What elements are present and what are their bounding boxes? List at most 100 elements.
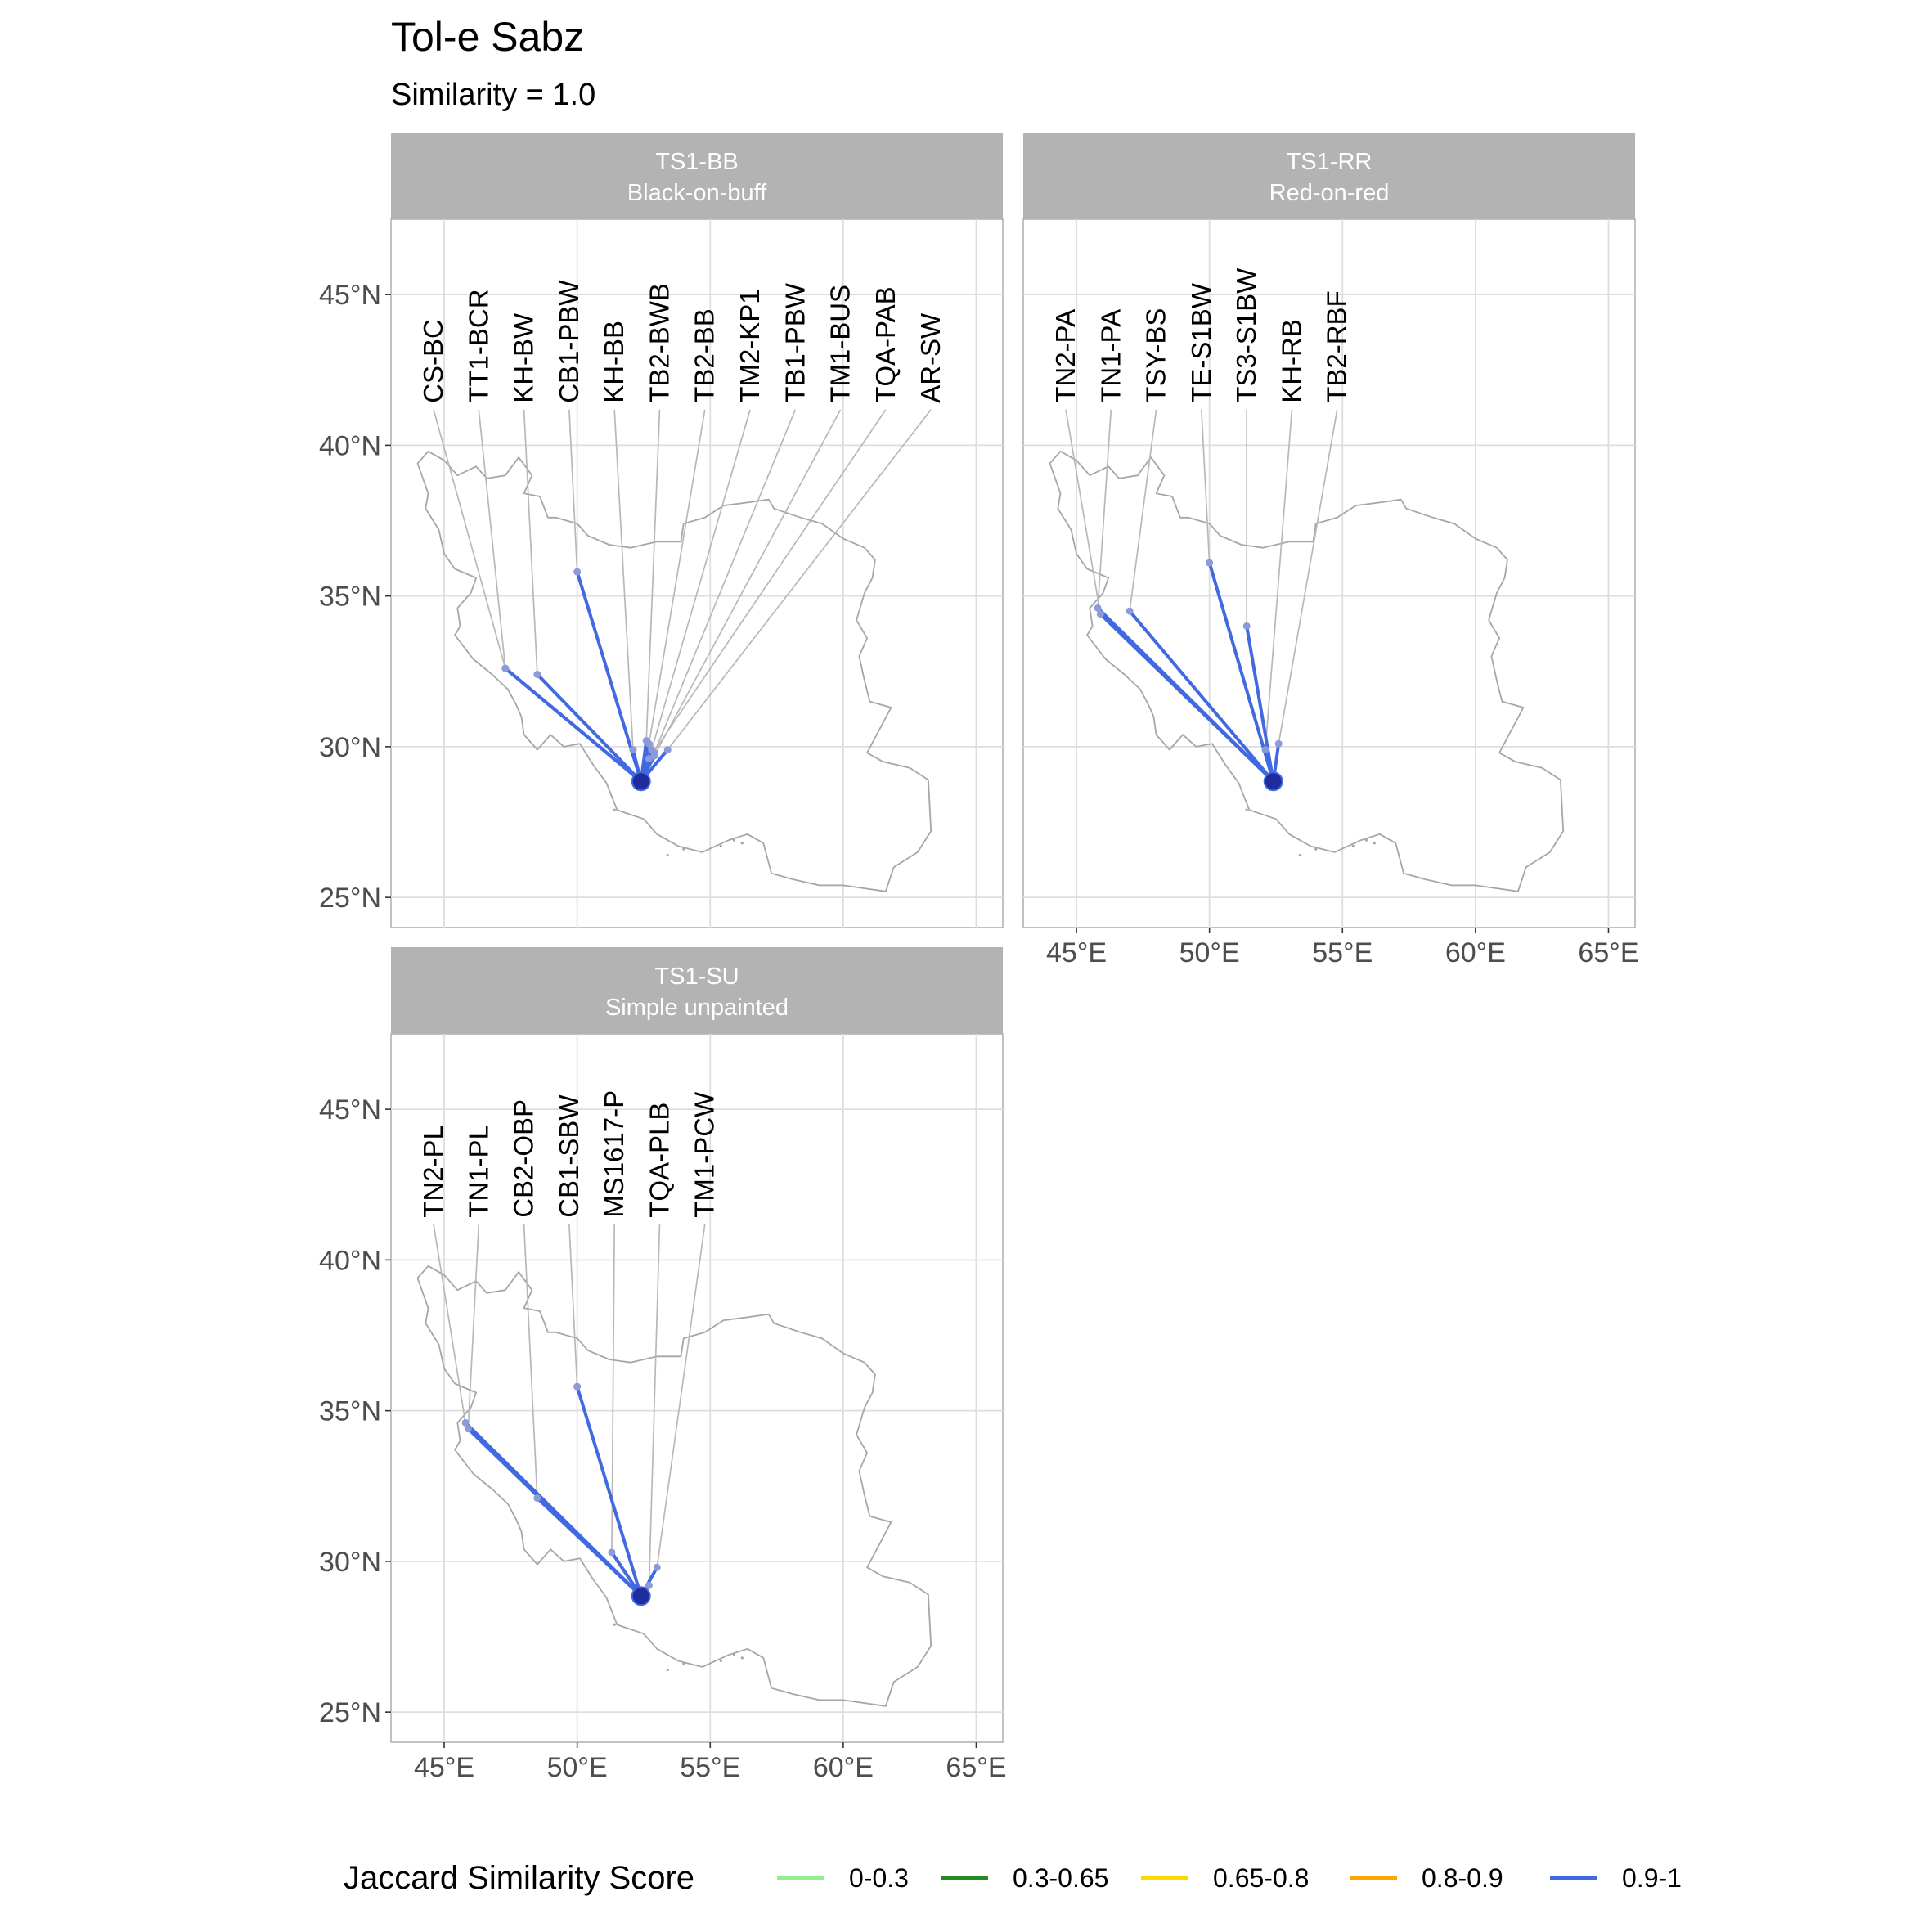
island xyxy=(732,1653,736,1656)
y-tick-label: 25°N xyxy=(319,1697,381,1728)
site-point xyxy=(1242,622,1251,630)
x-tick-label: 45°E xyxy=(1046,937,1107,968)
leader-line xyxy=(650,409,751,750)
y-tick-label: 25°N xyxy=(319,883,381,914)
site-label: TB2-RBF xyxy=(1322,290,1352,403)
leader-line xyxy=(656,1224,706,1568)
x-tick-label: 50°E xyxy=(547,1752,608,1783)
leader-line xyxy=(654,409,797,753)
site-label: KH-BW xyxy=(509,312,539,403)
panel-ts1-rr: TS1-RR Red-on-red TN2-PA TN1-PA TSY-BS TE-S1B… xyxy=(1022,133,1639,968)
site-label: KH-RB xyxy=(1276,319,1306,403)
site-label: TB2-BB xyxy=(690,308,720,403)
focal-site-point xyxy=(1263,771,1283,792)
site-point xyxy=(464,1425,472,1433)
leader-line xyxy=(568,409,578,573)
y-tick-label: 40°N xyxy=(319,430,381,461)
panel-background xyxy=(1022,218,1636,928)
y-tick-label: 30°N xyxy=(319,732,381,763)
leader-line xyxy=(433,1224,466,1423)
site-point xyxy=(629,746,637,754)
site-point xyxy=(1126,607,1134,615)
facet-strip-code: TS1-BB xyxy=(655,149,739,175)
legend-label: 0.8-0.9 xyxy=(1422,1863,1503,1893)
island xyxy=(1364,838,1368,842)
site-label: TB2-BWB xyxy=(644,283,674,403)
site-label: CB2-OBP xyxy=(509,1099,539,1218)
connection-line xyxy=(1207,561,1275,784)
site-point xyxy=(573,1382,582,1391)
site-point xyxy=(653,1563,661,1571)
figure-title: Tol-e Sabz xyxy=(391,14,584,60)
x-tick-label: 55°E xyxy=(1312,937,1373,968)
island xyxy=(1314,847,1318,851)
site-point xyxy=(645,1581,653,1589)
leader-line xyxy=(467,1224,480,1429)
leader-line xyxy=(667,409,932,751)
island xyxy=(613,808,616,811)
focal-site-point xyxy=(631,1586,651,1606)
figure-subtitle: Similarity = 1.0 xyxy=(391,78,595,112)
site-label: AR-SW xyxy=(915,312,946,403)
x-tick-label: 60°E xyxy=(813,1752,874,1783)
connection-line xyxy=(535,672,643,784)
island xyxy=(719,844,722,848)
panel-ts1-su: TS1-SU Simple unpainted TN2-PL TN1-PL CB2-OB… xyxy=(319,947,1007,1783)
site-label: TM1-PCW xyxy=(690,1091,720,1218)
site-label: TS3-S1BW xyxy=(1231,267,1261,403)
connection-line xyxy=(1128,609,1275,784)
x-tick-label: 65°E xyxy=(946,1752,1006,1783)
facet-strip-code: TS1-SU xyxy=(654,964,739,990)
connection-line xyxy=(503,667,643,784)
country-outline xyxy=(1049,450,1565,892)
site-point xyxy=(608,1548,616,1557)
leader-line xyxy=(648,409,887,760)
country-outline xyxy=(416,1265,932,1707)
leader-line xyxy=(654,409,842,757)
legend-label: 0.65-0.8 xyxy=(1213,1863,1309,1893)
leader-line xyxy=(1129,409,1157,612)
site-point xyxy=(533,670,541,678)
site-point xyxy=(1096,610,1104,618)
island xyxy=(719,1659,722,1663)
island xyxy=(666,853,669,857)
site-label: TM2-KP1 xyxy=(735,289,765,402)
facet-strip xyxy=(391,133,1003,219)
island xyxy=(1298,853,1301,857)
leader-line xyxy=(523,1224,538,1498)
site-label: KH-BB xyxy=(599,321,629,403)
island xyxy=(1351,844,1355,848)
x-tick-label: 45°E xyxy=(414,1752,474,1783)
site-label: CS-BC xyxy=(418,319,448,403)
site-label: TN2-PA xyxy=(1050,309,1081,403)
site-label: TQA-PLB xyxy=(644,1103,674,1218)
y-tick-label: 40°N xyxy=(319,1245,381,1276)
focal-site-point xyxy=(631,771,651,792)
site-point xyxy=(645,739,653,748)
leader-line xyxy=(478,409,506,669)
x-tick-label: 55°E xyxy=(680,1752,740,1783)
connection-line xyxy=(535,1496,643,1598)
site-label: TQA-PAB xyxy=(870,286,901,402)
y-tick-label: 30°N xyxy=(319,1547,381,1578)
site-point xyxy=(1206,559,1214,567)
site-label: TN2-PL xyxy=(418,1125,448,1218)
x-tick-label: 65°E xyxy=(1578,937,1638,968)
facet-strip-name: Red-on-red xyxy=(1269,180,1390,206)
island xyxy=(666,1668,669,1672)
legend-title: Jaccard Similarity Score xyxy=(344,1860,694,1896)
connection-line xyxy=(575,1385,643,1598)
legend-label: 0.3-0.65 xyxy=(1013,1863,1108,1893)
panel-ts1-bb: TS1-BB Black-on-buff CS-BC TT1-BCR KH-BW CB1-… xyxy=(319,133,1004,928)
site-label: CB1-PBW xyxy=(554,280,584,403)
facet-strip-code: TS1-RR xyxy=(1287,149,1373,175)
site-point xyxy=(1274,739,1283,748)
panel-content: TN2-PL TN1-PL CB2-OBP CB1-SBW MS1617-P TQA-PL… xyxy=(416,1090,932,1707)
island xyxy=(1245,808,1248,811)
leader-line xyxy=(523,409,538,675)
site-label: MS1617-P xyxy=(599,1090,629,1218)
site-point xyxy=(1261,746,1269,754)
site-label: TSY-BS xyxy=(1141,308,1171,403)
x-tick-label: 60°E xyxy=(1445,937,1506,968)
